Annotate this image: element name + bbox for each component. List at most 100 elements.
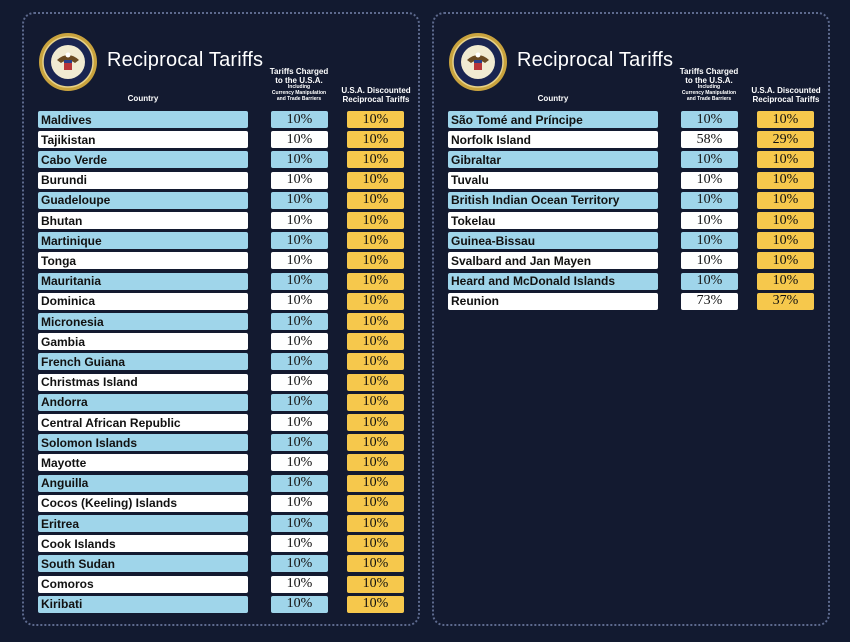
tariff-charged-cell: 10%: [271, 313, 328, 330]
country-cell: Tajikistan: [38, 131, 248, 149]
tariff-discounted-cell: 10%: [347, 434, 404, 452]
country-cell: São Tomé and Príncipe: [448, 111, 658, 128]
country-cell: Guinea-Bissau: [448, 232, 658, 250]
country-cell: Maldives: [38, 111, 248, 128]
country-cell: Eritrea: [38, 515, 248, 532]
header-country: Country: [127, 94, 159, 103]
tariff-charged-cell: 10%: [271, 292, 328, 310]
country-cell: Solomon Islands: [38, 434, 248, 452]
tariff-discounted-cell: 10%: [347, 595, 404, 613]
tariff-charged-cell: 10%: [271, 494, 328, 512]
seal: [39, 33, 97, 91]
tariff-charged-cell: 10%: [271, 373, 328, 391]
tariff-discounted-cell: 10%: [347, 191, 404, 209]
tariff-discounted-cell: 10%: [757, 272, 814, 290]
tariff-charged-cell: 10%: [271, 535, 328, 553]
tariff-charged-cell: 10%: [271, 393, 328, 411]
country-cell: Kiribati: [38, 595, 248, 613]
tariff-discounted-cell: 10%: [347, 353, 404, 371]
tariff-charged-cell: 10%: [271, 131, 328, 149]
header-charged: to the U.S.A.: [685, 75, 733, 85]
country-cell: Central African Republic: [38, 414, 248, 431]
tariff-discounted-cell: 10%: [347, 393, 404, 411]
tariff-discounted-cell: 10%: [347, 292, 404, 310]
tariff-discounted-cell: 10%: [347, 272, 404, 290]
header-discounted: U.S.A. Discounted: [751, 86, 821, 95]
tariff-discounted-cell: 10%: [757, 111, 814, 128]
tariff-charged-cell: 10%: [271, 333, 328, 351]
country-cell: Tuvalu: [448, 171, 658, 189]
tariff-discounted-cell: 10%: [347, 555, 404, 573]
tariff-charged-cell: 10%: [271, 252, 328, 270]
tariff-discounted-cell: 37%: [757, 292, 814, 310]
tariff-charged-cell: 10%: [271, 232, 328, 250]
country-cell: French Guiana: [38, 353, 248, 371]
panel-title: Reciprocal Tariffs: [107, 49, 264, 71]
tariff-charged-cell: 10%: [271, 595, 328, 613]
country-cell: Dominica: [38, 292, 248, 310]
tariff-discounted-cell: 10%: [757, 171, 814, 189]
tariff-discounted-cell: 10%: [347, 252, 404, 270]
header-charged: Tariffs Charged: [679, 67, 739, 76]
tariff-charged-cell: 10%: [271, 454, 328, 472]
country-cell: Norfolk Island: [448, 131, 658, 149]
header-charged-note: Currency Manipulation: [271, 90, 327, 96]
country-cell: Burundi: [38, 171, 248, 189]
header-discounted: U.S.A. Discounted: [341, 86, 411, 95]
tariff-charged-cell: 10%: [681, 252, 738, 270]
header-charged-note: Including: [697, 84, 721, 90]
seal: [449, 33, 507, 91]
header-charged: to the U.S.A.: [275, 75, 323, 85]
tariff-discounted-cell: 10%: [347, 474, 404, 492]
tariff-charged-cell: 10%: [271, 212, 328, 229]
tariff-charged-cell: 10%: [271, 414, 328, 431]
tariff-charged-cell: 10%: [681, 111, 738, 128]
header-charged-note: Including: [287, 84, 311, 90]
country-cell: Micronesia: [38, 313, 248, 330]
tariff-discounted-cell: 10%: [347, 151, 404, 169]
tariff-charged-cell: 10%: [271, 575, 328, 593]
tariff-discounted-cell: 10%: [757, 151, 814, 169]
tariff-charged-cell: 10%: [271, 272, 328, 290]
tariff-discounted-cell: 10%: [347, 414, 404, 431]
tariff-discounted-cell: 10%: [757, 212, 814, 229]
tariff-discounted-cell: 10%: [347, 454, 404, 472]
country-cell: Martinique: [38, 232, 248, 250]
tariff-discounted-cell: 10%: [347, 212, 404, 229]
tariff-charged-cell: 10%: [271, 171, 328, 189]
tariff-discounted-cell: 10%: [347, 515, 404, 532]
header-country: Country: [537, 94, 569, 103]
country-cell: Mayotte: [38, 454, 248, 472]
country-cell: Tokelau: [448, 212, 658, 229]
tariff-discounted-cell: 10%: [347, 333, 404, 351]
tariff-charged-cell: 10%: [681, 272, 738, 290]
country-cell: Comoros: [38, 575, 248, 593]
country-cell: Cook Islands: [38, 535, 248, 553]
header-charged-note: Currency Manipulation: [681, 90, 737, 96]
country-cell: Heard and McDonald Islands: [448, 272, 658, 290]
header-discounted: Reciprocal Tariffs: [342, 95, 410, 104]
tariff-charged-cell: 10%: [271, 434, 328, 452]
tariff-discounted-cell: 10%: [347, 313, 404, 330]
tariff-charged-cell: 10%: [271, 555, 328, 573]
panel-title: Reciprocal Tariffs: [517, 49, 674, 71]
country-cell: Bhutan: [38, 212, 248, 229]
country-cell: Reunion: [448, 292, 658, 310]
tariff-discounted-cell: 10%: [757, 232, 814, 250]
tariff-discounted-cell: 10%: [347, 575, 404, 593]
tariff-charged-cell: 58%: [681, 131, 738, 149]
tariff-charged-cell: 10%: [271, 353, 328, 371]
tariff-discounted-cell: 10%: [347, 373, 404, 391]
country-cell: Tonga: [38, 252, 248, 270]
country-cell: Cocos (Keeling) Islands: [38, 494, 248, 512]
header-discounted: Reciprocal Tariffs: [752, 95, 820, 104]
country-cell: Mauritania: [38, 272, 248, 290]
country-cell: Anguilla: [38, 474, 248, 492]
country-cell: Christmas Island: [38, 373, 248, 391]
tariff-discounted-cell: 10%: [757, 191, 814, 209]
header-charged-note: and Trade Barriers: [686, 96, 732, 102]
tariff-discounted-cell: 29%: [757, 131, 814, 149]
country-cell: Cabo Verde: [38, 151, 248, 169]
tariff-charged-cell: 10%: [271, 191, 328, 209]
